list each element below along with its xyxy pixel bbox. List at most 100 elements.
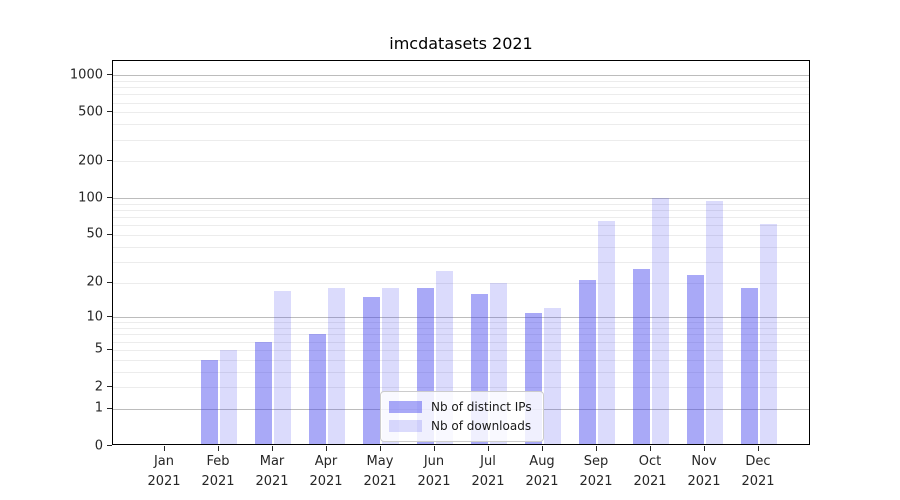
x-tick-year: 2021 [525,474,559,490]
x-tick-mark-aug [542,446,543,451]
x-tick-month: Oct [638,454,662,469]
x-tick-mark-sep [596,446,597,451]
y-tick-mark-2 [107,386,112,387]
y-tick-label-500: 500 [78,104,103,120]
x-tick-label-jun: Jun 2021 [407,452,461,492]
gridline-300 [113,139,809,141]
legend-label-downloads: Nb of downloads [431,418,532,433]
bar-downloads-apr [328,287,345,444]
gridline-60 [113,225,809,227]
x-tick-label-nov: Nov 2021 [677,452,731,492]
x-tick-mark-may [380,446,381,451]
bar-downloads-aug [544,308,561,444]
y-tick-label-2: 2 [94,379,103,394]
y-tick-mark-1 [107,407,112,409]
gridline-2 [113,387,809,388]
x-tick-mark-oct [650,446,651,451]
x-tick-year: 2021 [255,474,289,490]
x-tick-label-mar: Mar 2021 [245,452,299,492]
x-tick-year: 2021 [363,474,397,490]
y-tick-mark-10 [107,316,112,318]
bar-distinct-ips-sep [579,280,596,444]
bar-distinct-ips-oct [633,269,650,444]
y-tick-mark-50 [107,233,112,235]
gridline-800 [113,87,809,88]
gridline-7 [113,334,809,336]
x-tick-label-jan: Jan 2021 [137,452,191,492]
y-tick-label-5: 5 [94,341,103,357]
bar-downloads-nov [706,200,723,444]
bar-distinct-ips-dec [741,287,758,444]
x-tick-month: Jul [480,454,496,469]
x-tick-year: 2021 [309,474,343,490]
legend-label-distinct-ips: Nb of distinct IPs [431,399,532,414]
x-tick-year: 2021 [417,474,451,490]
legend-item-distinct-ips: Nb of distinct IPs [389,397,535,416]
y-tick-mark-500 [107,111,112,113]
bar-downloads-dec [760,223,777,444]
gridline-50 [113,234,809,236]
chart-title: imcdatasets 2021 [389,34,533,53]
x-tick-label-oct: Oct 2021 [623,452,677,492]
gridline-9 [113,322,809,324]
x-tick-month: Nov [691,454,717,469]
gridline-400 [113,124,809,126]
x-tick-month: Jun [423,454,445,469]
plot-area [112,60,810,445]
x-tick-mark-dec [758,446,759,451]
gridline-5 [113,349,809,351]
x-tick-mark-jun [434,446,435,451]
gridline-900 [113,80,809,82]
gridline-8 [113,328,809,329]
y-tick-label-200: 200 [78,153,103,169]
gridline-6 [113,341,809,343]
x-tick-label-dec: Dec 2021 [731,452,785,492]
x-tick-label-sep: Sep 2021 [569,452,623,492]
x-tick-month: Feb [206,454,230,469]
x-tick-year: 2021 [579,474,613,490]
x-tick-month: Aug [529,454,555,469]
x-tick-label-may: May 2021 [353,452,407,492]
bar-distinct-ips-may [363,297,380,444]
x-tick-mark-jul [488,446,489,451]
x-tick-month: May [366,454,394,469]
gridline-20 [113,282,809,284]
x-tick-label-jul: Jul 2021 [461,452,515,492]
legend-swatch-distinct-ips [389,400,422,413]
x-tick-month: Mar [259,454,285,469]
y-tick-mark-1000 [107,74,112,76]
gridline-90 [113,203,809,205]
y-tick-label-10: 10 [86,309,103,325]
x-tick-year: 2021 [201,474,235,490]
bar-distinct-ips-apr [309,334,326,444]
y-tick-label-1000: 1000 [69,67,103,83]
x-tick-mark-apr [326,446,327,451]
x-tick-month: Jan [153,454,175,469]
y-tick-label-20: 20 [86,274,103,290]
gridline-40 [113,246,809,248]
gridline-600 [113,102,809,104]
x-tick-year: 2021 [687,474,721,490]
x-tick-year: 2021 [471,474,505,490]
y-tick-mark-0 [107,445,112,446]
x-tick-month: Sep [583,454,609,469]
gridline-500 [113,112,809,114]
legend-swatch-downloads [389,419,422,432]
y-tick-label-50: 50 [86,226,103,242]
gridline-4 [113,359,809,361]
legend-item-downloads: Nb of downloads [389,416,535,435]
x-tick-mark-jan [164,446,165,451]
y-tick-mark-20 [107,281,112,283]
x-tick-year: 2021 [147,474,181,490]
x-tick-year: 2021 [741,474,775,490]
x-tick-mark-nov [704,446,705,451]
x-tick-label-aug: Aug 2021 [515,452,569,492]
gridline-30 [113,261,809,263]
legend: Nb of distinct IPs Nb of downloads [380,391,544,442]
x-tick-mark-mar [272,446,273,451]
gridline-3 [113,371,809,373]
bar-downloads-mar [274,290,291,444]
y-tick-label-1: 1 [94,400,103,416]
y-tick-mark-5 [107,348,112,350]
